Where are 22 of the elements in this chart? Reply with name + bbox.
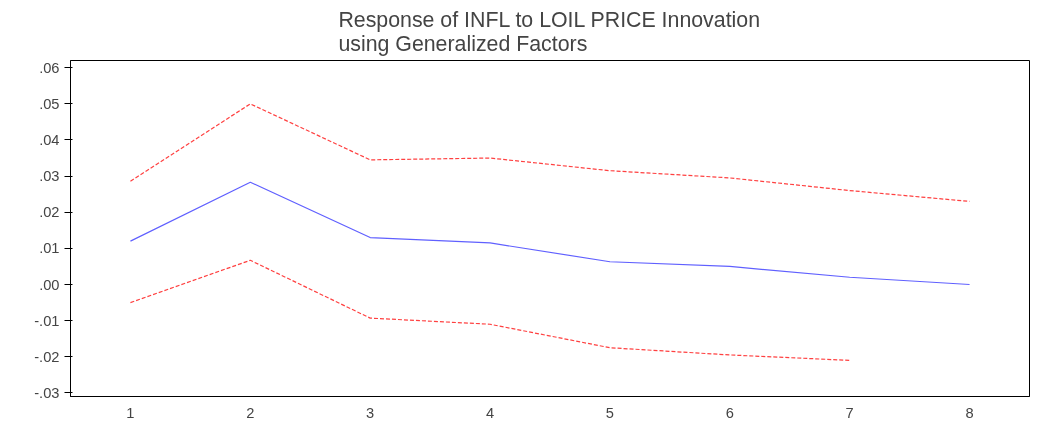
chart-title: Response of INFL to LOIL PRICE Innovation using Generalized Factors: [338, 7, 761, 56]
y-tick-label: .03: [39, 168, 60, 185]
y-tick-label: -.01: [34, 312, 60, 329]
line-series: [129, 259, 851, 361]
x-tick-label: 8: [965, 404, 974, 421]
line-series: [129, 181, 971, 286]
x-tick-label: 1: [126, 404, 135, 421]
x-tick-label: 7: [845, 404, 854, 421]
y-tick-label: .06: [39, 59, 60, 76]
x-tick-label: 6: [725, 404, 734, 421]
y-tick-label: -.02: [34, 348, 60, 365]
y-tick-label: .01: [39, 240, 60, 257]
y-tick-label: .02: [39, 204, 60, 221]
line-series: [129, 103, 971, 202]
y-tick-label: .05: [39, 95, 60, 112]
y-tick-label: -.03: [34, 384, 60, 401]
y-tick-label: .04: [39, 131, 60, 148]
x-tick-label: 4: [485, 404, 495, 421]
x-tick-label: 5: [605, 404, 615, 421]
x-tick-label: 3: [366, 404, 375, 421]
x-tick-label: 2: [246, 404, 255, 421]
y-tick-label: .00: [39, 276, 60, 293]
